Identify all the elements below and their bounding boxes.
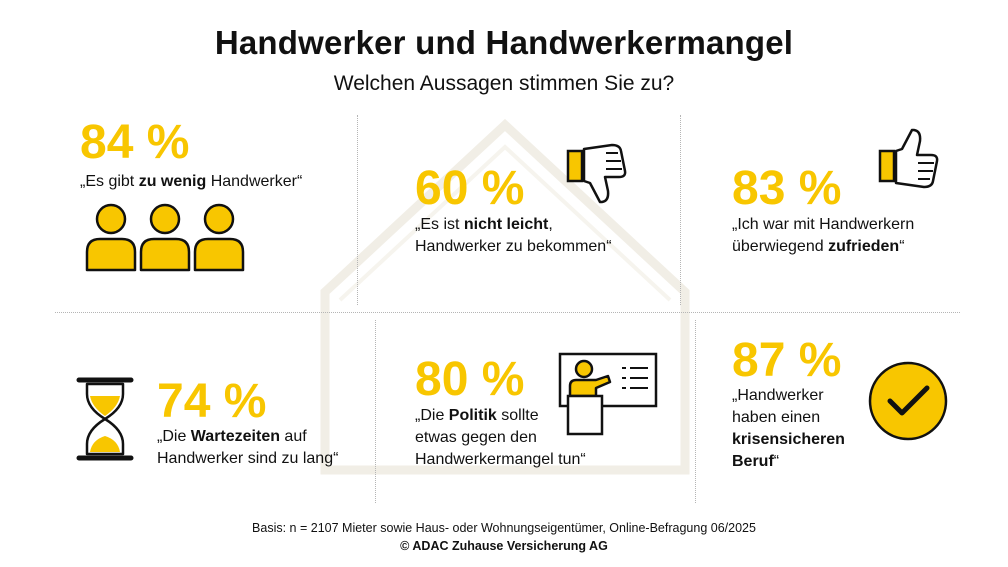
thumbs-down-icon xyxy=(566,143,627,204)
stat-value: 84 % xyxy=(80,116,190,169)
people-group-icon xyxy=(85,203,245,272)
footer-copyright: © ADAC Zuhause Versicherung AG xyxy=(400,539,608,553)
stat-value: 87 % xyxy=(732,334,842,387)
stat-value: 83 % xyxy=(732,162,842,215)
footer-basis: Basis: n = 2107 Mieter sowie Haus- oder … xyxy=(252,521,756,535)
page-title: Handwerker und Handwerkermangel xyxy=(214,24,794,61)
stat-statement: „Die Politik sollte etwas gegen den Hand… xyxy=(415,407,586,468)
checkmark-circle-icon xyxy=(868,361,948,441)
divider-vertical-bottom-left xyxy=(375,320,376,503)
stat-statement: „Die Wartezeiten auf Handwerker sind zu … xyxy=(157,428,339,467)
stat-value: 60 % xyxy=(415,162,525,215)
presenter-lectern-icon xyxy=(558,352,658,436)
stat-statement: „Ich war mit Handwerkern überwiegend zuf… xyxy=(732,216,915,255)
stat-statement: „Es ist nicht leicht, Handwerker zu beko… xyxy=(415,216,612,255)
stat-statement: „Handwerker haben einen krisensicheren B… xyxy=(732,387,845,470)
divider-vertical-top-left xyxy=(357,115,358,305)
thumbs-up-icon xyxy=(878,128,939,189)
page-subtitle: Welchen Aussagen stimmen Sie zu? xyxy=(333,72,675,95)
divider-vertical-top-right xyxy=(680,115,681,305)
divider-horizontal xyxy=(55,312,960,313)
hourglass-icon xyxy=(76,377,134,461)
stat-value: 80 % xyxy=(415,353,525,406)
stat-statement: „Es gibt zu wenig Handwerker“ xyxy=(80,173,303,190)
divider-vertical-bottom-right xyxy=(695,320,696,503)
stat-value: 74 % xyxy=(157,375,267,428)
